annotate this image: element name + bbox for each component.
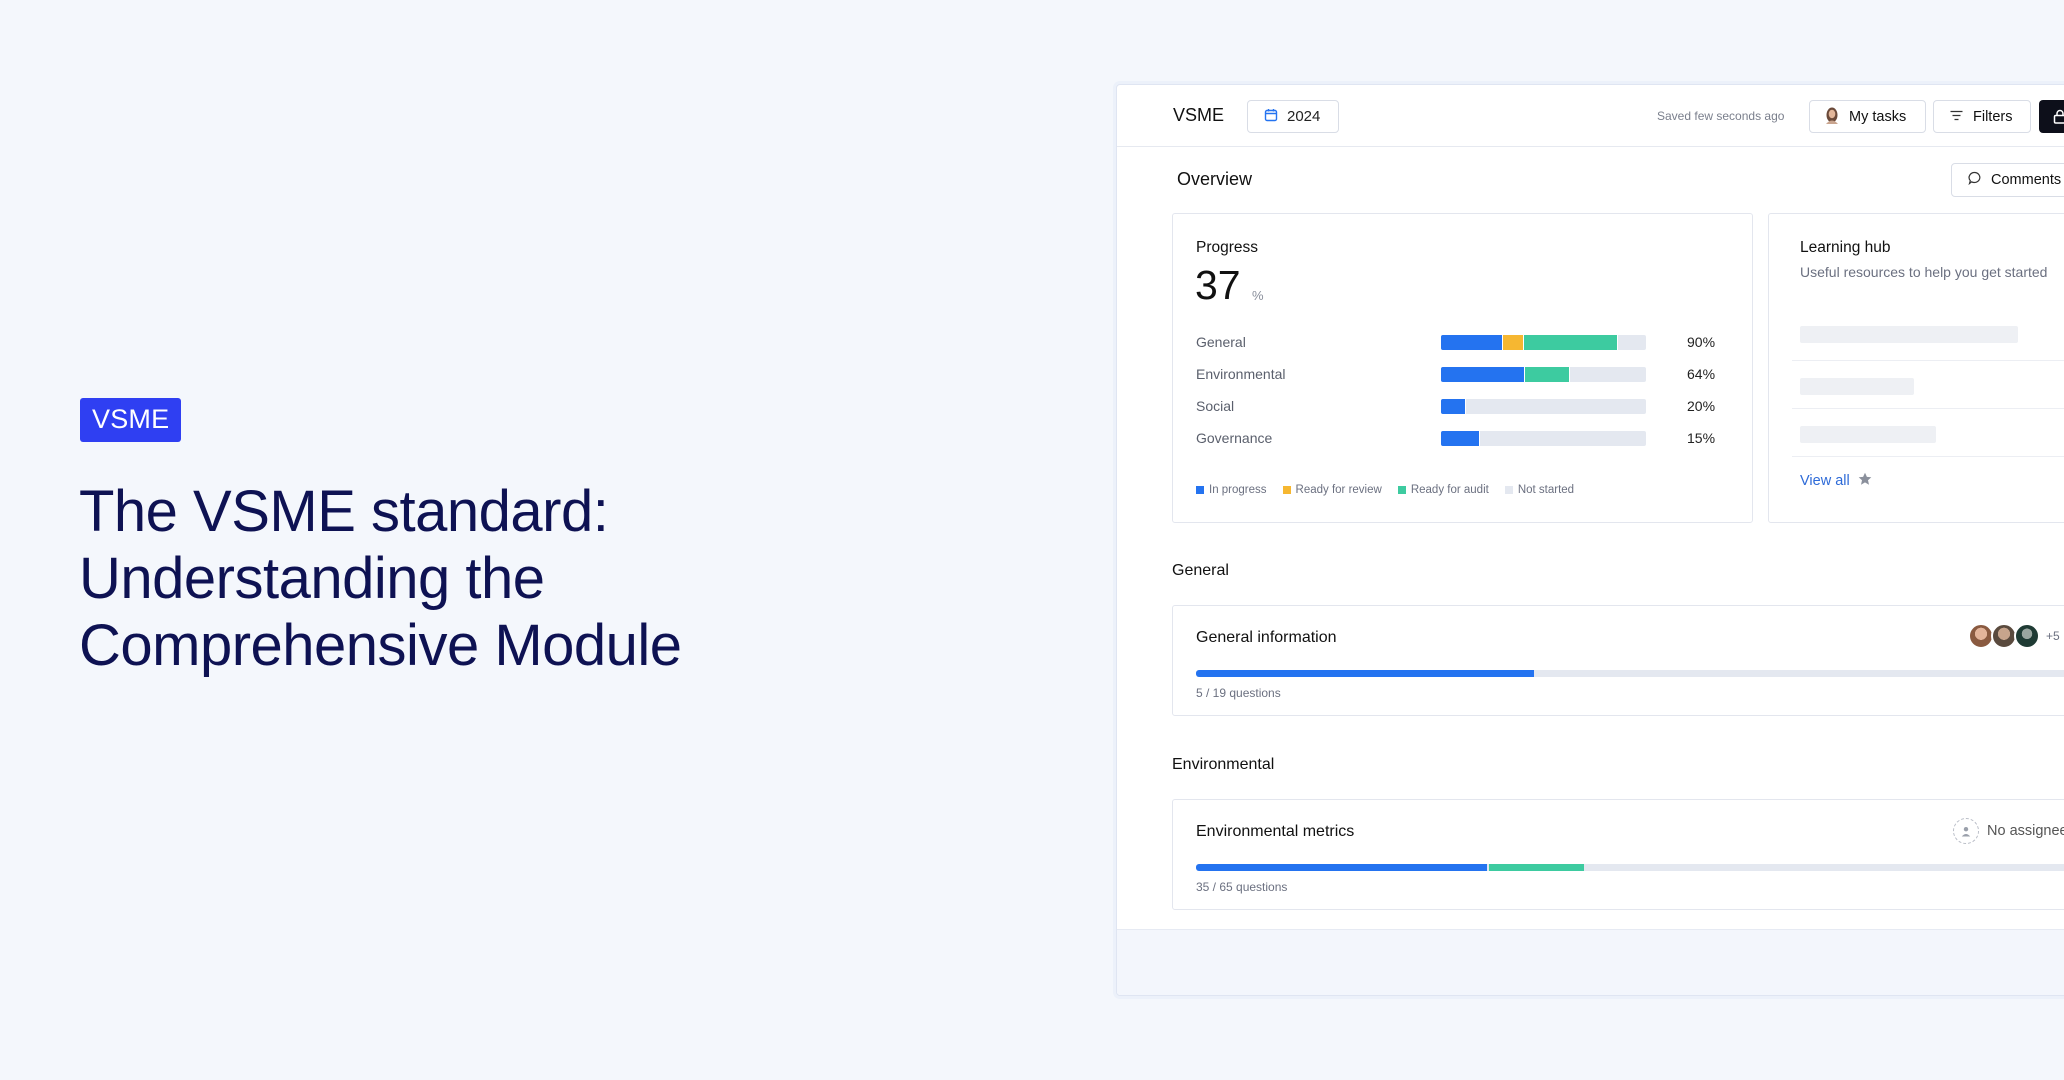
environmental-metrics-card[interactable]: Environmental metrics No assignee 35 / 6… xyxy=(1172,799,2064,910)
hero-title-line-3: Comprehensive Module xyxy=(79,613,682,678)
comments-label: Comments xyxy=(1991,172,2062,188)
progress-bar xyxy=(1441,367,1646,382)
progress-row-label: General xyxy=(1196,334,1246,350)
resource-placeholder[interactable] xyxy=(1800,378,1914,395)
legend-swatch xyxy=(1282,486,1291,494)
progress-segment-in-progress xyxy=(1441,431,1480,446)
legend-item: Not started xyxy=(1504,484,1575,496)
legend-item: Ready for review xyxy=(1282,484,1382,496)
lock-icon xyxy=(2053,109,2064,129)
legend-swatch xyxy=(1196,486,1204,494)
hero-title-line-2: Understanding the xyxy=(79,546,545,611)
progress-row-label: Social xyxy=(1196,398,1235,414)
question-count: 5 / 19 questions xyxy=(1196,686,1281,700)
divider xyxy=(1792,360,2064,361)
progress-segment-in-progress xyxy=(1441,367,1525,382)
comment-icon xyxy=(1968,171,1982,189)
avatar xyxy=(1824,106,1840,128)
task-card-title: General information xyxy=(1196,629,1337,646)
assignee-selector[interactable]: No assignee xyxy=(1953,818,2064,844)
save-status: Saved few seconds ago xyxy=(1657,109,1785,123)
progress-row-label: Governance xyxy=(1196,430,1273,446)
section-title-general: General xyxy=(1172,562,1229,579)
view-all-link[interactable]: View all xyxy=(1800,472,1872,490)
progress-row-percent: 20% xyxy=(1687,398,1716,414)
filter-icon xyxy=(1950,109,1963,125)
app-window: VSME 2024 Saved few seconds ago My tasks… xyxy=(1116,84,2064,996)
progress-bar xyxy=(1441,399,1646,414)
filters-label: Filters xyxy=(1973,108,2013,125)
learning-hub-title: Learning hub xyxy=(1800,239,1891,256)
assignee-avatars[interactable]: +5 xyxy=(1968,623,2060,649)
general-information-card[interactable]: General information +5 5 / 19 questions xyxy=(1172,605,2064,716)
question-count: 35 / 65 questions xyxy=(1196,880,1288,894)
year-selector-button[interactable]: 2024 xyxy=(1247,100,1339,133)
learning-hub-subtitle: Useful resources to help you get started xyxy=(1800,264,2048,280)
hero-badge: VSME xyxy=(80,398,182,442)
progress-bar xyxy=(1441,431,1646,446)
progress-row-label: Environmental xyxy=(1196,366,1286,382)
legend-label: Ready for audit xyxy=(1410,484,1489,496)
legend-label: Ready for review xyxy=(1295,484,1382,496)
progress-row-percent: 64% xyxy=(1687,366,1716,382)
hero-title-line-1: The VSME standard: xyxy=(79,479,609,544)
task-progress-bar xyxy=(1196,670,2064,677)
top-bar: VSME 2024 Saved few seconds ago My tasks… xyxy=(1117,85,2064,147)
calendar-icon xyxy=(1264,108,1278,126)
filters-button[interactable]: Filters xyxy=(1933,100,2031,133)
user-icon xyxy=(1953,818,1979,844)
resource-placeholder[interactable] xyxy=(1800,326,2018,343)
legend-swatch xyxy=(1397,486,1406,494)
star-icon xyxy=(1858,472,1872,490)
progress-row-percent: 15% xyxy=(1687,430,1716,446)
task-card-title: Environmental metrics xyxy=(1196,823,1355,840)
comments-button[interactable]: Comments xyxy=(1951,163,2064,197)
progress-segment-ready-for-audit xyxy=(1524,335,1618,350)
avatar xyxy=(2014,623,2040,649)
view-all-label: View all xyxy=(1800,473,1850,489)
my-tasks-button[interactable]: My tasks xyxy=(1809,100,1926,133)
progress-segment-ready-for-review xyxy=(1503,335,1524,350)
divider xyxy=(1792,456,2064,457)
legend-item: In progress xyxy=(1196,484,1267,496)
progress-segment-ready-for-audit xyxy=(1525,367,1570,382)
legend-label: Not started xyxy=(1517,484,1575,496)
divider xyxy=(1792,408,2064,409)
more-assignees-count: +5 xyxy=(2046,629,2060,643)
progress-row-percent: 90% xyxy=(1687,334,1716,350)
section-title-environmental: Environmental xyxy=(1172,756,1275,773)
progress-segment-in-progress xyxy=(1441,335,1503,350)
progress-card: Progress 37 % General 90% Environmental … xyxy=(1172,213,1753,523)
hero-title: The VSME standard: Understanding the Com… xyxy=(79,478,779,679)
my-tasks-label: My tasks xyxy=(1849,108,1907,125)
app-name: VSME xyxy=(1173,105,1225,125)
legend-swatch xyxy=(1504,486,1513,494)
avatar xyxy=(1991,623,2017,649)
legend-label: In progress xyxy=(1209,484,1267,496)
progress-percent: 37 xyxy=(1195,262,1241,308)
progress-percent-unit: % xyxy=(1252,288,1264,303)
progress-segment-in-progress xyxy=(1441,399,1466,414)
task-progress-bar xyxy=(1196,864,2064,871)
assignee-label: No assignee xyxy=(1987,823,2064,839)
lock-button[interactable] xyxy=(2039,100,2064,133)
legend-item: Ready for audit xyxy=(1397,484,1489,496)
task-progress-fill-audit xyxy=(1489,864,1584,871)
overview-title: Overview xyxy=(1177,169,1253,189)
progress-title: Progress xyxy=(1196,239,1259,256)
app-footer xyxy=(1117,929,2064,995)
task-progress-fill-in-progress xyxy=(1196,864,1487,871)
progress-legend: In progress Ready for review Ready for a… xyxy=(1196,484,1574,496)
year-label: 2024 xyxy=(1287,108,1321,125)
resource-placeholder[interactable] xyxy=(1800,426,1936,443)
learning-hub-card: Learning hub Useful resources to help yo… xyxy=(1768,213,2064,523)
task-progress-fill xyxy=(1196,670,1534,677)
progress-bar xyxy=(1441,335,1646,350)
